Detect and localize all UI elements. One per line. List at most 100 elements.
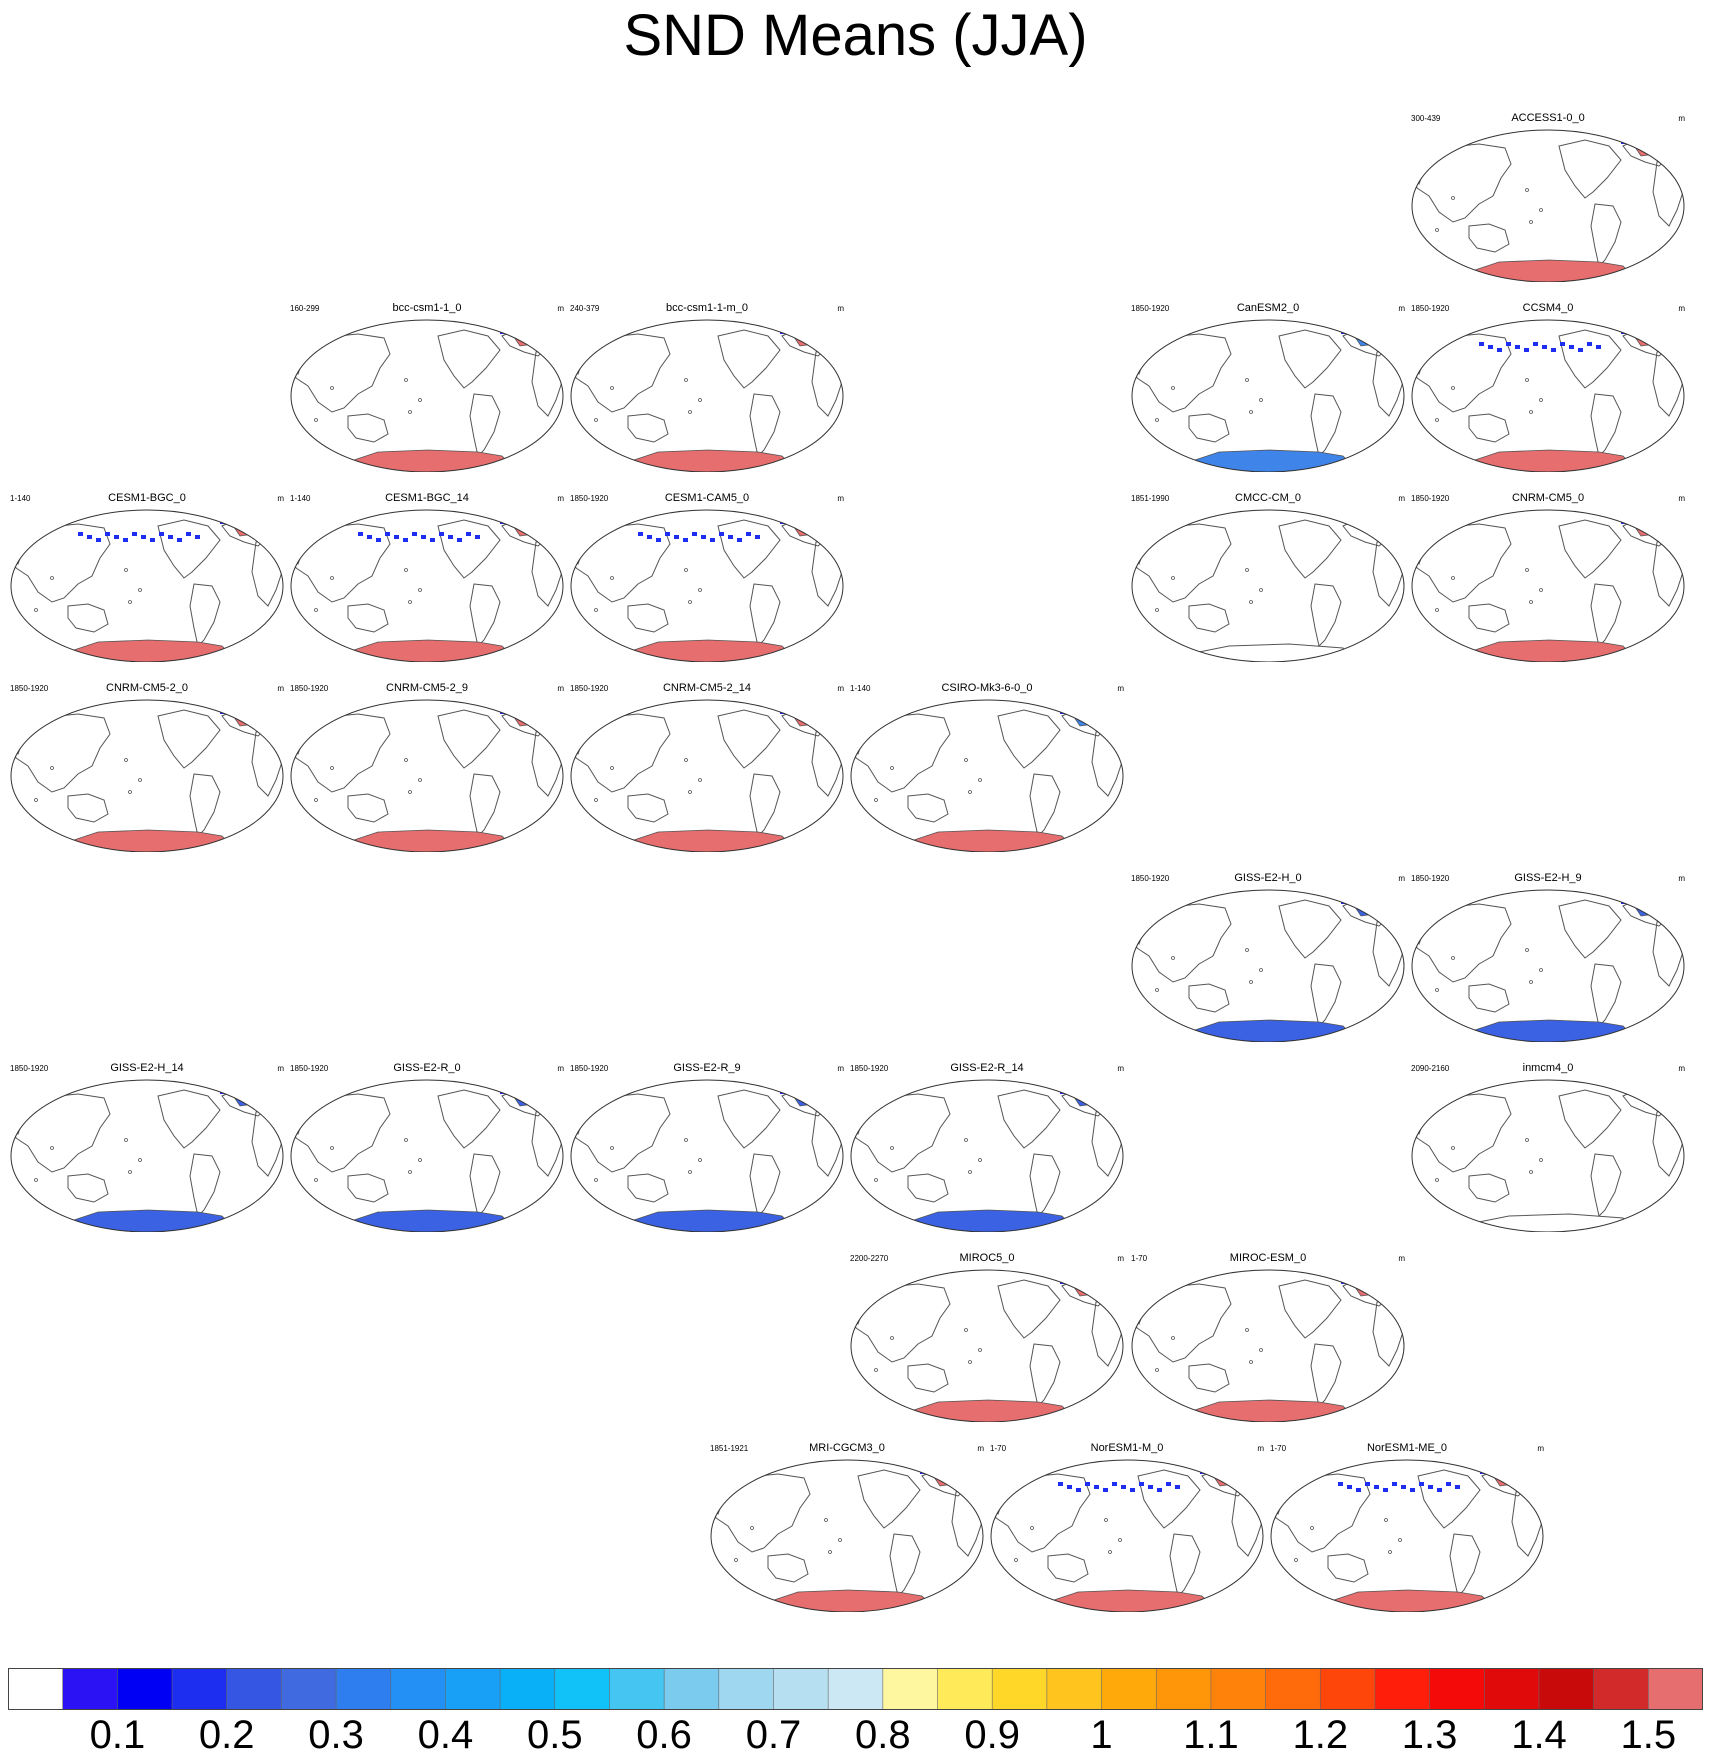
snow-cell [105, 532, 110, 536]
island [1155, 418, 1159, 422]
snow-cell [1587, 342, 1592, 346]
map-border [290, 319, 564, 472]
antarctic-snow [1468, 259, 1632, 282]
antarctic-snow [1468, 639, 1632, 662]
panel-year-range: 300-439 [1411, 114, 1441, 123]
island [128, 600, 132, 604]
map-border [10, 509, 284, 662]
coastline [1310, 963, 1342, 1027]
snow-cell [728, 535, 733, 539]
map-border [1131, 319, 1405, 472]
map-border [1131, 889, 1405, 1042]
island [978, 1158, 982, 1162]
colorbar-swatch [882, 1668, 939, 1710]
coastline [469, 1153, 501, 1217]
island [1529, 220, 1533, 224]
island [1104, 1518, 1108, 1522]
snow-cell [439, 532, 444, 536]
island [34, 798, 38, 802]
coastline [717, 519, 781, 579]
antarctic-snow [627, 639, 791, 662]
colorbar-swatch [171, 1668, 228, 1710]
snow-cell [385, 532, 390, 536]
snow-cell [430, 538, 435, 542]
snow-cell [1094, 1485, 1099, 1489]
panel-title: NorESM1-M_0 [1090, 1442, 1164, 1454]
coastline [1029, 1343, 1061, 1407]
island [890, 1336, 894, 1340]
island [688, 600, 692, 604]
coastline [1417, 1469, 1481, 1529]
panel-year-range: 1850-1920 [570, 684, 609, 693]
map-panel: ACCESS1-0_0 300-439 m [1409, 112, 1687, 282]
map-background [291, 1080, 563, 1232]
coastline [1278, 329, 1342, 389]
snow-cell [1488, 345, 1493, 349]
antarctic-snow [1188, 449, 1352, 472]
panel-unit: m [1398, 494, 1405, 503]
colorbar-tick-label: 0.5 [526, 1713, 583, 1757]
colorbar-swatch [1538, 1668, 1595, 1710]
panel-year-range: 2090-2160 [1411, 1064, 1450, 1073]
map-background [571, 700, 843, 852]
island [1435, 1178, 1439, 1182]
panel-year-range: 1-140 [10, 494, 31, 503]
island [1171, 386, 1175, 390]
snow-cell [1560, 342, 1565, 346]
snow-cell [457, 538, 462, 542]
coastline [749, 1153, 781, 1217]
map-panel: NorESM1-M_0 1-70 m [988, 1442, 1266, 1612]
map-border [1131, 1269, 1405, 1422]
panel-unit: m [837, 684, 844, 693]
island [330, 386, 334, 390]
colorbar-swatch [1210, 1668, 1267, 1710]
antarctic-snow [907, 1399, 1071, 1422]
colorbar-swatch [609, 1668, 665, 1710]
world-map [570, 1079, 844, 1232]
coastline [851, 1283, 951, 1363]
coastline [1137, 1469, 1201, 1529]
map-border [570, 509, 844, 662]
island [1259, 398, 1263, 402]
antarctic-snow [347, 639, 511, 662]
colorbar-tick-label: 1.3 [1401, 1713, 1458, 1757]
world-map [1131, 319, 1405, 472]
island [128, 790, 132, 794]
island [124, 568, 128, 572]
world-map [570, 509, 844, 662]
map-background [1132, 510, 1404, 662]
antarctic-snow [1327, 1589, 1491, 1612]
panel-title: MRI-CGCM3_0 [809, 1442, 885, 1454]
world-map [1411, 509, 1685, 662]
snow-cell [412, 532, 417, 536]
island [968, 790, 972, 794]
island [1245, 1328, 1249, 1332]
island [1249, 410, 1253, 414]
coastline [157, 1089, 221, 1149]
map-panel: inmcm4_0 2090-2160 m [1409, 1062, 1687, 1232]
panel-year-range: 1850-1920 [290, 1064, 329, 1073]
island [1249, 600, 1253, 604]
map-background [291, 510, 563, 662]
coastline [997, 1279, 1061, 1339]
map-border [290, 1079, 564, 1232]
panel-unit: m [837, 494, 844, 503]
island [1525, 948, 1529, 952]
coastline [1590, 1153, 1622, 1217]
coastline [851, 1093, 951, 1173]
coastline [749, 583, 781, 647]
panel-title: CMCC-CM_0 [1235, 492, 1301, 504]
colorbar-tick-label: 0.9 [964, 1713, 1020, 1757]
map-border [570, 1079, 844, 1232]
coastline [157, 709, 221, 769]
island [330, 1146, 334, 1150]
antarctic-snow [347, 449, 511, 472]
island [874, 1368, 878, 1372]
snow-cell [421, 535, 426, 539]
island [124, 1138, 128, 1142]
panel-year-range: 1-140 [290, 494, 311, 503]
island [1435, 418, 1439, 422]
coastline [907, 1173, 949, 1203]
island [1539, 398, 1543, 402]
colorbar-tick-label: 0.7 [745, 1713, 802, 1757]
